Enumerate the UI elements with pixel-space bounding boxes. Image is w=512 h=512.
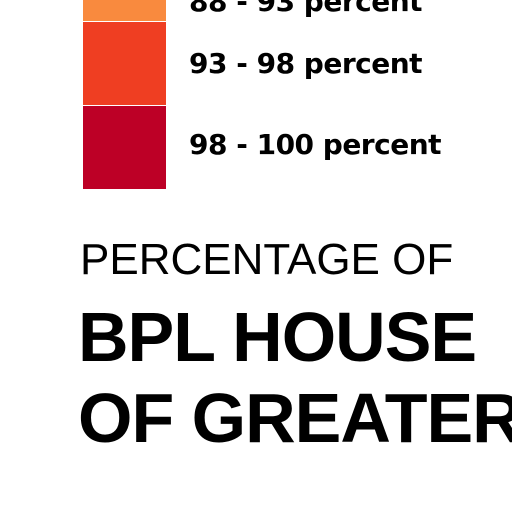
title-lead: PERCENTAGE OF — [80, 235, 454, 284]
legend-swatch-93-98 — [83, 22, 166, 105]
legend-label-88-93: 88 - 93 percent — [189, 0, 423, 18]
legend-label-93-98: 93 - 98 percent — [189, 47, 423, 80]
legend-swatch-98-100 — [83, 106, 166, 189]
legend-label-98-100: 98 - 100 percent — [189, 128, 442, 161]
title-line-1: BPL HOUSE — [78, 298, 477, 376]
legend-swatch-88-93 — [83, 0, 166, 21]
title-line-2: OF GREATER — [78, 379, 512, 457]
